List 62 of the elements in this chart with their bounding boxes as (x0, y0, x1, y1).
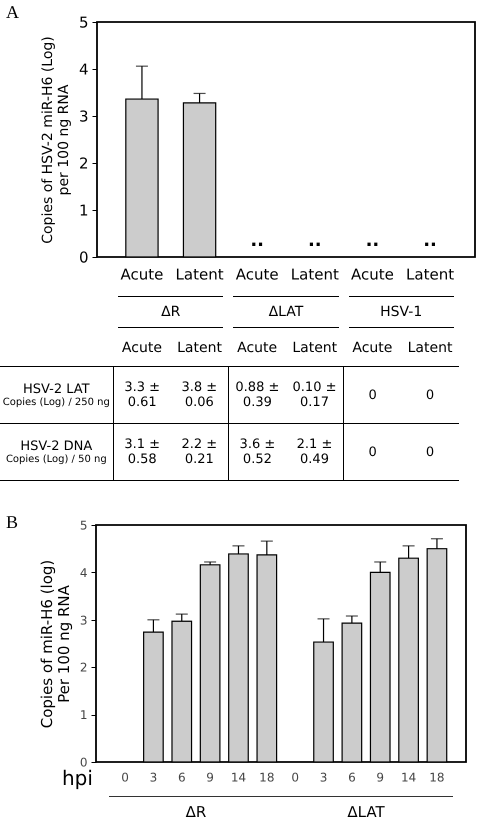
text: .. (250, 230, 264, 251)
x-tick-label: Acute (120, 266, 164, 284)
y-tick-label: 3 (78, 108, 88, 126)
text: ΔR (118, 296, 224, 328)
x-tick-label: 9 (376, 770, 384, 784)
text: .. (423, 230, 437, 251)
y-tick-label: 0 (78, 248, 88, 266)
text: 3.3 ± 0.61 (124, 380, 160, 410)
x-tick-label: 9 (206, 770, 214, 784)
x-tick-label: Acute (236, 266, 279, 284)
y-tick-label: 4 (78, 60, 88, 78)
y-tick-label: 3 (80, 613, 88, 628)
x-tick-label: 18 (259, 770, 274, 784)
x-tick-label: Latent (406, 266, 454, 284)
y-axis-title: Copies of HSV-2 miR-H6 (Log) per 100 ng RNA (40, 36, 72, 244)
category-label: HSV-2 DNA Copies (Log) / 50 ng (6, 439, 107, 465)
x-tick-label: 0 (121, 770, 129, 784)
text: ΔLAT (279, 796, 453, 821)
text: 0 (368, 444, 377, 460)
x-tick-label: Latent (290, 266, 339, 284)
x-tick-label: Acute (350, 266, 394, 284)
text: 2.1 ± 0.49 (296, 437, 332, 467)
y-tick-label: 1 (78, 202, 88, 220)
category-label: Acute (120, 339, 163, 358)
category-label: Latent (406, 339, 454, 358)
text: 0 (368, 388, 377, 402)
text: .. (308, 230, 322, 251)
y-tick-label: 2 (80, 660, 88, 675)
chart-title: A (6, 2, 19, 23)
text: 0.88 ± 0.39 (235, 380, 280, 410)
text: ΔR (109, 796, 283, 821)
x-tick-label: 14 (400, 770, 416, 784)
category-label: Acute (236, 339, 278, 358)
text: .. (366, 230, 380, 251)
text: 3.1 ± 0.58 (124, 437, 160, 467)
x-tick-label: 18 (429, 770, 445, 784)
category-label: Latent (291, 339, 338, 358)
category-label: HSV-2 LAT Copies (Log) / 250 ng (2, 382, 110, 408)
y-tick-label: 1 (80, 708, 88, 722)
text: 0.10 ± 0.17 (292, 380, 336, 410)
y-tick-label: 5 (78, 14, 88, 32)
y-tick-label: 4 (80, 566, 88, 580)
x-tick-label: 6 (178, 770, 186, 784)
text: 3.8 ± 0.06 (181, 380, 218, 410)
x-tick-label: 6 (348, 770, 356, 784)
y-tick-label: 5 (80, 518, 88, 532)
text: 3.6 ± 0.52 (240, 437, 276, 467)
text: ΔLAT (233, 296, 339, 328)
x-tick-label: 3 (150, 770, 158, 784)
category-label: Acute (351, 339, 394, 358)
y-tick-label: 2 (78, 154, 88, 172)
category-label: Latent (176, 339, 223, 358)
x-tick-label: 0 (291, 770, 299, 784)
y-axis-title: Copies of miR-H6 (log) Per 100 ng RNA (38, 560, 73, 728)
x-tick-label: 3 (320, 770, 328, 784)
x-tick-label: 14 (230, 770, 246, 784)
category-label: 0 (426, 444, 434, 460)
text: HSV-1 (348, 296, 454, 328)
chart-title: B (6, 512, 18, 533)
x-tick-label: Latent (176, 266, 224, 284)
text: 0 (426, 388, 434, 402)
text: 2.2 ± 0.21 (181, 437, 218, 467)
